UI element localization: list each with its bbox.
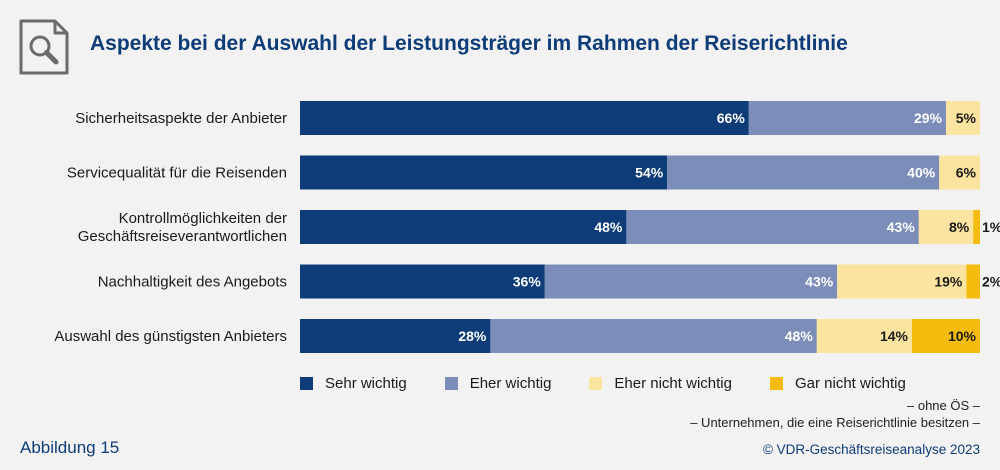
data-label: 54%: [635, 165, 664, 181]
chart-title: Aspekte bei der Auswahl der Leistungsträ…: [90, 32, 848, 55]
legend-item: Eher nicht wichtig: [589, 375, 732, 392]
bar-segment: [300, 101, 749, 135]
bar-segment: [300, 319, 491, 353]
data-label: 43%: [805, 274, 834, 290]
data-label: 8%: [949, 219, 970, 235]
legend-label: Eher nicht wichtig: [614, 375, 732, 392]
legend-label: Eher wichtig: [469, 375, 552, 392]
bar-segment: [490, 319, 817, 353]
data-label: 1%: [982, 219, 1000, 235]
legend-swatch: [589, 377, 603, 390]
bar-segment: [626, 210, 919, 244]
note-population: – Unternehmen, die eine Reiserichtlinie …: [690, 415, 980, 430]
legend-swatch: [300, 377, 313, 390]
legend-item: Gar nicht wichtig: [769, 375, 906, 392]
legend-item: Eher wichtig: [444, 375, 552, 392]
data-label: 48%: [785, 328, 814, 344]
bar-segment: [918, 210, 974, 244]
stacked-bar-chart: Sicherheitsaspekte der Anbieter 66% 29% 5% S…: [54, 101, 1000, 353]
bar-segment: [912, 319, 980, 353]
data-label: 66%: [717, 110, 746, 126]
data-label: 48%: [594, 219, 623, 235]
data-label: 14%: [880, 328, 909, 344]
bar-segment: [300, 264, 545, 299]
note-scope: – ohne ÖS –: [907, 398, 980, 413]
legend: Sehr wichtig Eher wichtig Eher nicht wicht…: [300, 375, 944, 392]
data-label: 2%: [982, 274, 1000, 290]
data-label: 19%: [934, 274, 963, 290]
legend-label: Sehr wichtig: [325, 375, 407, 392]
data-label: 5%: [956, 110, 977, 126]
bar-segment: [300, 210, 627, 244]
data-label: 43%: [887, 219, 916, 235]
bar-segment: [748, 101, 946, 135]
data-label: 40%: [907, 165, 936, 181]
legend-swatch: [444, 377, 458, 390]
category-label: Kontrollmöglichkeiten der Geschäftsreisev…: [78, 210, 287, 245]
copyright: © VDR-Geschäftsreiseanalyse 2023: [762, 442, 980, 457]
category-label: Nachhaltigkeit des Angebots: [98, 274, 287, 291]
bar-segment: [300, 155, 668, 190]
bar-segment: [966, 264, 980, 299]
bar-segment: [837, 264, 967, 299]
data-label: 6%: [956, 165, 977, 181]
category-label: Auswahl des günstigsten Anbieters: [54, 328, 287, 345]
bar-segment: [544, 264, 838, 299]
bar-segment: [946, 101, 980, 135]
bar-segment: [939, 155, 980, 190]
legend-item: Sehr wichtig: [300, 375, 407, 392]
category-label: Sicherheitsaspekte der Anbieter: [75, 110, 287, 127]
data-label: 10%: [948, 328, 977, 344]
bar-segment: [973, 210, 980, 244]
category-label: Servicequalität für die Reisenden: [67, 165, 287, 182]
data-label: 28%: [458, 328, 487, 344]
figure-label: Abbildung 15: [20, 438, 120, 457]
search-document-icon: [18, 18, 70, 81]
bar-segment: [816, 319, 912, 353]
legend-swatch: [769, 377, 783, 390]
data-label: 29%: [914, 110, 943, 126]
bar-segment: [667, 155, 940, 190]
legend-label: Gar nicht wichtig: [794, 375, 906, 392]
data-label: 36%: [513, 274, 542, 290]
